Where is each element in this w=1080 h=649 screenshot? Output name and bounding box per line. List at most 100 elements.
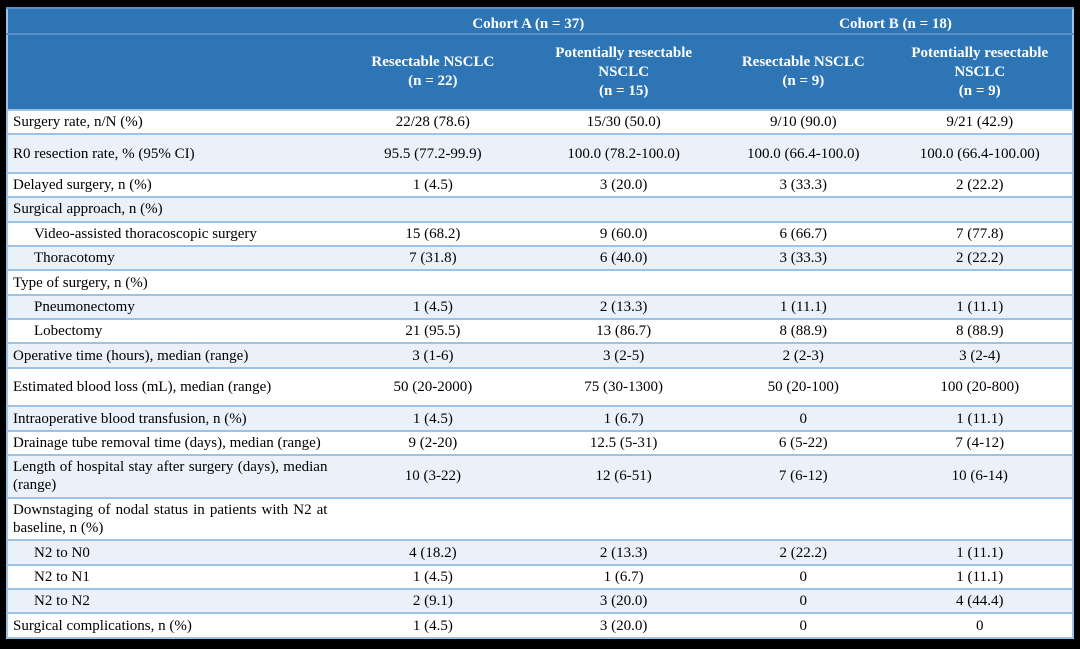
cell-value: [887, 496, 1073, 541]
cell-value: 6 (40.0): [528, 245, 720, 271]
cell-value: 8 (88.9): [887, 318, 1073, 344]
table-row: Lobectomy 21 (95.5) 13 (86.7) 8 (88.9) 8 (88…: [7, 318, 1073, 344]
cell-value: 15 (68.2): [337, 220, 529, 247]
table-row: Delayed surgery, n (%) 1 (4.5) 3 (20.0) 3 (…: [7, 171, 1073, 198]
cell-value: 1 (4.5): [337, 405, 529, 431]
cell-value: 9 (2-20): [337, 429, 529, 456]
row-label: Drainage tube removal time (days), media…: [7, 429, 338, 456]
cell-value: 2 (13.3): [528, 293, 720, 320]
table-row: Intraoperative blood transfusion, n (%) 1…: [7, 405, 1073, 431]
row-label: Surgery rate, n/N (%): [7, 108, 338, 135]
table-row: Thoracotomy 7 (31.8) 6 (40.0) 3 (33.3) 2 (22…: [7, 245, 1073, 271]
cell-value: 0: [719, 612, 888, 638]
cell-value: [719, 269, 888, 295]
cell-value: 3 (33.3): [719, 171, 888, 198]
table-row: Drainage tube removal time (days), media…: [7, 429, 1073, 456]
col-header-name: Resectable NSCLC: [371, 54, 495, 70]
table-row: N2 to N1 1 (4.5) 1 (6.7) 0 1 (11.1): [7, 563, 1073, 590]
row-label: Video-assisted thoracoscopic surgery: [7, 220, 338, 247]
cell-value: 3 (20.0): [528, 612, 720, 638]
cell-value: 6 (66.7): [719, 220, 888, 247]
table-row: Surgical complications, n (%) 1 (4.5) 3 (2…: [7, 612, 1073, 638]
cell-value: 1 (11.1): [887, 293, 1073, 320]
cell-value: 15/30 (50.0): [528, 108, 720, 135]
cell-value: [887, 269, 1073, 295]
col-header-n: (n = 9): [782, 73, 825, 89]
row-label: Intraoperative blood transfusion, n (%): [7, 405, 338, 431]
table-row: Length of hospital stay after surgery (d…: [7, 454, 1073, 498]
table-row: Pneumonectomy 1 (4.5) 2 (13.3) 1 (11.1) 1 (1…: [7, 293, 1073, 320]
col-header-resectable-a: Resectable NSCLC (n = 22): [337, 33, 529, 110]
cell-value: 100.0 (66.4-100.0): [719, 133, 888, 173]
cell-value: [528, 496, 720, 541]
cell-value: [528, 196, 720, 222]
cell-value: 13 (86.7): [528, 318, 720, 344]
cell-value: 1 (4.5): [337, 293, 529, 320]
section-row: Surgical approach, n (%): [7, 196, 1073, 222]
cell-value: 7 (31.8): [337, 245, 529, 271]
row-label: Type of surgery, n (%): [7, 269, 338, 295]
col-header-n: (n = 15): [598, 82, 649, 99]
section-row: Type of surgery, n (%): [7, 269, 1073, 295]
cell-value: 21 (95.5): [337, 318, 529, 344]
row-label: Pneumonectomy: [7, 293, 338, 320]
cell-value: 2 (9.1): [337, 588, 529, 614]
row-label: Length of hospital stay after surgery (d…: [7, 454, 338, 498]
cell-value: 10 (6-14): [887, 454, 1073, 498]
col-header-potentially-b: Potentially resectable NSCLC (n = 9): [887, 33, 1073, 110]
row-label: Lobectomy: [7, 318, 338, 344]
cell-value: 1 (11.1): [887, 563, 1073, 590]
cell-value: 2 (22.2): [719, 539, 888, 565]
cell-value: 100 (20-800): [887, 366, 1073, 407]
cell-value: 3 (2-4): [887, 342, 1073, 368]
table-header: Cohort A (n = 37) Cohort B (n = 18) Rese…: [7, 7, 1073, 110]
cell-value: 4 (44.4): [887, 588, 1073, 614]
cell-value: 1 (4.5): [337, 612, 529, 638]
col-header-name: Potentially resectable NSCLC: [911, 44, 1049, 80]
cell-value: 1 (6.7): [528, 563, 720, 590]
col-header-n: (n = 22): [408, 73, 458, 89]
row-label: R0 resection rate, % (95% CI): [7, 133, 338, 173]
cell-value: [337, 196, 529, 222]
cohort-b-header: Cohort B (n = 18): [719, 7, 1073, 34]
cell-value: 0: [719, 563, 888, 590]
cell-value: 0: [719, 588, 888, 614]
cell-value: 100.0 (78.2-100.0): [528, 133, 720, 173]
cell-value: 7 (77.8): [887, 220, 1073, 247]
cell-value: [337, 269, 529, 295]
section-row: Downstaging of nodal status in patients …: [7, 496, 1073, 541]
cell-value: 10 (3-22): [337, 454, 529, 498]
corner-cell: [7, 7, 338, 34]
table-row: Surgery rate, n/N (%) 22/28 (78.6) 15/30 (…: [7, 108, 1073, 135]
cell-value: 1 (4.5): [337, 563, 529, 590]
cell-value: [887, 196, 1073, 222]
row-label: Surgical approach, n (%): [7, 196, 338, 222]
table-row: Video-assisted thoracoscopic surgery 15 (…: [7, 220, 1073, 247]
cell-value: 7 (4-12): [887, 429, 1073, 456]
cell-value: 2 (13.3): [528, 539, 720, 565]
col-header-resectable-b: Resectable NSCLC (n = 9): [719, 33, 888, 110]
row-label: N2 to N0: [7, 539, 338, 565]
cell-value: 1 (6.7): [528, 405, 720, 431]
cell-value: 12.5 (5-31): [528, 429, 720, 456]
outcomes-table-frame: Cohort A (n = 37) Cohort B (n = 18) Rese…: [6, 7, 1074, 639]
row-label: N2 to N1: [7, 563, 338, 590]
cell-value: 12 (6-51): [528, 454, 720, 498]
cell-value: 9 (60.0): [528, 220, 720, 247]
cell-value: 3 (33.3): [719, 245, 888, 271]
surgical-outcomes-table: Cohort A (n = 37) Cohort B (n = 18) Rese…: [6, 7, 1074, 639]
table-row: N2 to N2 2 (9.1) 3 (20.0) 0 4 (44.4): [7, 588, 1073, 614]
cell-value: 2 (2-3): [719, 342, 888, 368]
cell-value: 4 (18.2): [337, 539, 529, 565]
cell-value: 7 (6-12): [719, 454, 888, 498]
cell-value: 3 (20.0): [528, 171, 720, 198]
row-label: N2 to N2: [7, 588, 338, 614]
cell-value: 22/28 (78.6): [337, 108, 529, 135]
cell-value: 50 (20-2000): [337, 366, 529, 407]
cell-value: 9/21 (42.9): [887, 108, 1073, 135]
cell-value: 3 (20.0): [528, 588, 720, 614]
cell-value: 50 (20-100): [719, 366, 888, 407]
table-row: N2 to N0 4 (18.2) 2 (13.3) 2 (22.2) 1 (11.1): [7, 539, 1073, 565]
table-row: R0 resection rate, % (95% CI) 95.5 (77.2-…: [7, 133, 1073, 173]
row-label: Downstaging of nodal status in patients …: [7, 496, 338, 541]
